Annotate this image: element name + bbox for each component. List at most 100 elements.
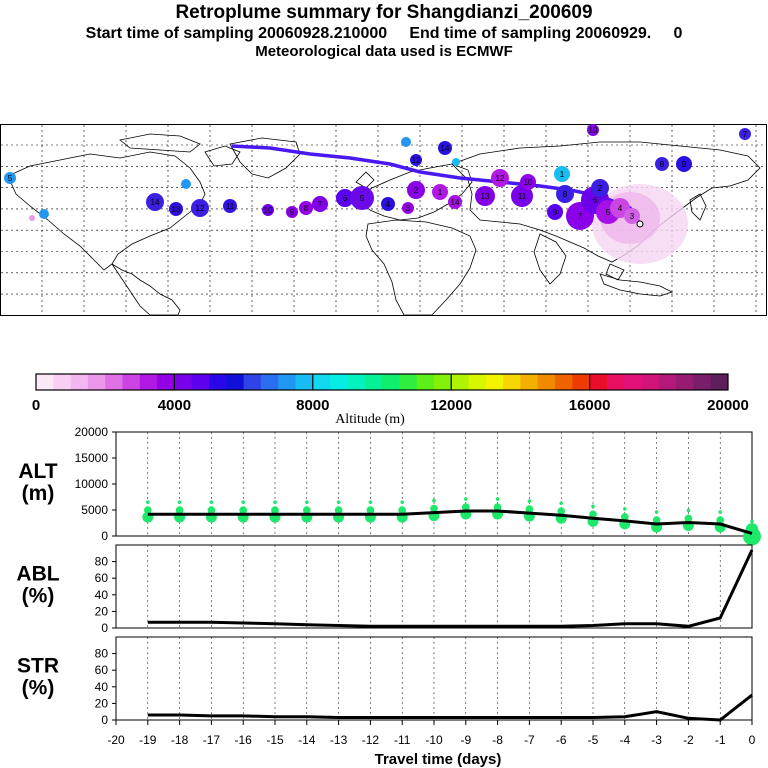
plume-marker-label: 8 (660, 160, 665, 169)
altitude-dot (209, 500, 214, 504)
colorbar-cell (364, 374, 383, 390)
colorbar-cell (624, 374, 642, 390)
plume-marker-label: 2 (414, 186, 419, 195)
colorbar-cell (226, 374, 244, 390)
altitude-dot (302, 506, 311, 515)
x-tick-label: -19 (139, 733, 157, 747)
x-tick-label: -17 (203, 733, 221, 747)
colorbar-cell (606, 374, 625, 390)
series-line-alt (147, 509, 753, 535)
x-axis-label: Travel time (days) (375, 751, 502, 768)
plume-marker (286, 206, 298, 218)
altitude-dot (207, 506, 216, 515)
altitude-dot (559, 501, 563, 505)
x-tick-label: -13 (330, 733, 348, 747)
plume-marker-label: 8 (304, 204, 309, 213)
x-tick-label: -3 (651, 733, 662, 747)
altitude-dot (654, 510, 659, 514)
altitude-dot (623, 507, 627, 511)
x-axis: -20 -19 -18 -17 -16 -15 -14 -13 -12 -11 -10 -9 -8 -7-… (107, 720, 756, 747)
plume-marker (39, 209, 49, 219)
plume-marker (401, 137, 411, 147)
colorbar-cell (312, 374, 331, 390)
altitude-dot (273, 500, 277, 504)
colorbar-cell (433, 374, 452, 390)
y-tick-label: 40 (95, 588, 109, 602)
altitude-dot (366, 506, 375, 515)
plume-marker (511, 185, 533, 207)
plume-marker (475, 186, 495, 206)
colorbar-cell (572, 374, 590, 390)
plume-marker (407, 181, 425, 199)
plume-marker-label: 11 (518, 192, 527, 201)
altitude-dot (525, 505, 534, 513)
plume-marker-label: 5 (8, 174, 13, 183)
colorbar-cell (53, 374, 71, 390)
plume-marker-label: 7 (743, 130, 748, 139)
plume-marker (676, 156, 692, 172)
colorbar-cell (157, 374, 175, 390)
altitude-dot (241, 500, 245, 504)
altitude-dot (591, 504, 595, 509)
plume-marker-label: 4 (618, 204, 623, 213)
colorbar-cell (485, 374, 504, 390)
altitude-dot (750, 519, 754, 524)
colorbar-tick-label: 12000 (430, 397, 472, 414)
plume-marker-label: 9 (290, 208, 295, 217)
colorbar-cell (87, 374, 106, 390)
plume-marker (146, 193, 164, 211)
plume-marker (181, 179, 191, 189)
plume-marker (299, 201, 313, 215)
altitude-dot (305, 500, 309, 504)
colorbar-cell (399, 374, 417, 390)
plume-marker (556, 185, 574, 203)
plume-marker-label: 7 (578, 212, 583, 221)
plume-marker (312, 196, 328, 212)
colorbar-cell (555, 374, 573, 390)
plume-marker-label: 6 (593, 196, 598, 205)
plume-marker-label: 13 (481, 192, 490, 201)
colorbar-cell (416, 374, 435, 390)
y-tick-label: 20000 (75, 425, 109, 439)
y-tick-label: 0 (101, 621, 108, 635)
altitude-dot (432, 498, 436, 503)
plume-marker-label: 1 (560, 170, 565, 179)
colorbar-cell (520, 374, 539, 390)
panel-ylabel: ABL (16, 563, 59, 586)
plume-marker (520, 174, 536, 190)
colorbar-cell (451, 374, 469, 390)
altitude-dot (620, 513, 629, 521)
colorbar-tick-label: 8000 (296, 397, 329, 414)
altitude-dot (177, 500, 182, 504)
plume-marker (587, 124, 599, 136)
plume-marker-label: 12 (412, 156, 421, 165)
colorbar-cell (191, 374, 210, 390)
colorbar-cell (468, 374, 487, 390)
plume-marker-label: 3 (406, 204, 411, 213)
colorbar-tick-label: 0 (32, 397, 40, 414)
altitude-dot (589, 510, 597, 519)
x-tick-label: -8 (492, 733, 503, 747)
x-tick-label: -2 (683, 733, 694, 747)
plume-marker (191, 199, 209, 217)
altitude-colorbar: 0 4000 8000 12000 16000 20000 Altitude (m) (32, 373, 749, 426)
altitude-dot (334, 506, 343, 515)
plume-marker (262, 204, 274, 216)
colorbar-cells (36, 374, 729, 390)
plume-marker (591, 179, 609, 197)
sampling-times: Start time of sampling 20060928.210000 E… (85, 25, 683, 42)
colorbar-cell (209, 374, 227, 390)
plume-marker-label: 9 (682, 160, 687, 169)
altitude-dot (652, 516, 661, 524)
colorbar-frame (35, 373, 729, 391)
plume-marker-label: 13 (172, 205, 181, 214)
altitude-dot (716, 516, 725, 524)
altitude-dot (461, 503, 470, 511)
colorbar-cell (658, 374, 677, 390)
colorbar-tick-label: 20000 (707, 397, 749, 414)
plume-marker (491, 169, 509, 187)
abl-panel: 80 60 40 20 0 ABL(%) (16, 544, 754, 635)
altitude-dot (143, 506, 152, 515)
plume-marker-label: 4 (386, 200, 391, 209)
